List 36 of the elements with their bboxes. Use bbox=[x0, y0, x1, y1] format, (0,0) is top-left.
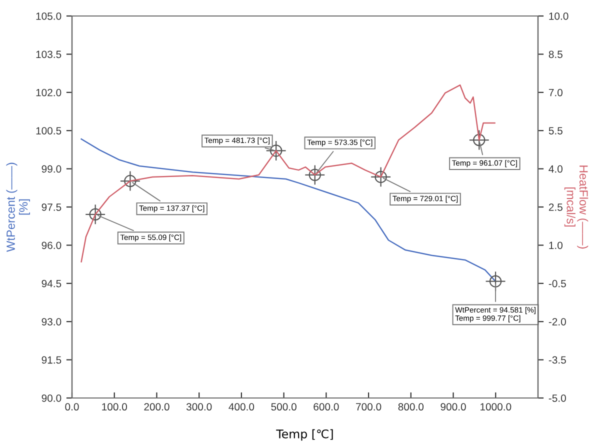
y2-axis-title: HeatFlow (——) [mcal/s] bbox=[564, 166, 588, 249]
y2-tick-label: -2.0 bbox=[548, 318, 566, 326]
y2-tick-label: 10.0 bbox=[549, 12, 568, 20]
x-tick-label: 0.0 bbox=[65, 403, 79, 411]
x-tick-label: 700.0 bbox=[356, 403, 382, 411]
x-tick-label: 900.0 bbox=[440, 403, 466, 411]
y-tick-label: 103.5 bbox=[36, 50, 62, 58]
x-tick-label: 100.0 bbox=[102, 403, 127, 411]
y-tick-label: 105.0 bbox=[36, 12, 62, 20]
y2-tick-label: 7.0 bbox=[548, 88, 562, 96]
x-tick-label: 800.0 bbox=[398, 403, 424, 411]
x-tick-label: 600.0 bbox=[314, 403, 339, 411]
x-tick-label: 300.0 bbox=[186, 403, 212, 411]
x-tick-label: 1000.0 bbox=[480, 403, 512, 411]
y2-tick-label: 2.5 bbox=[548, 204, 562, 211]
y-tick-label: 100.5 bbox=[36, 127, 62, 134]
y-tick-label: 94.5 bbox=[42, 280, 62, 288]
y2-tick-label: -0.5 bbox=[548, 280, 566, 288]
x-tick-label: 200.0 bbox=[144, 403, 170, 411]
y-tick-label: 97.5 bbox=[42, 204, 62, 211]
y-tick-label: 96.0 bbox=[42, 242, 62, 250]
y2-tick-label: -3.5 bbox=[548, 356, 566, 364]
y-tick-label: 90.0 bbox=[42, 394, 62, 402]
y2-tick-label: 5.5 bbox=[548, 127, 562, 134]
x-tick-label: 500.0 bbox=[271, 403, 296, 411]
y2-tick-label: 1.0 bbox=[549, 242, 562, 250]
y-tick-label: 99.0 bbox=[42, 165, 62, 173]
y2-tick-label: -5.0 bbox=[548, 394, 566, 402]
y-tick-label: 102.0 bbox=[36, 88, 62, 96]
y-tick-label: 91.5 bbox=[42, 356, 62, 364]
y2-tick-label: 8.5 bbox=[548, 50, 562, 58]
x-tick-label: 400.0 bbox=[228, 403, 254, 411]
x-axis-title: Temp [℃] bbox=[276, 429, 333, 441]
y2-tick-label: 4.0 bbox=[548, 165, 562, 173]
y-tick-label: 93.0 bbox=[42, 318, 62, 326]
y-axis-title: WtPercent (——) [%] bbox=[6, 162, 30, 252]
